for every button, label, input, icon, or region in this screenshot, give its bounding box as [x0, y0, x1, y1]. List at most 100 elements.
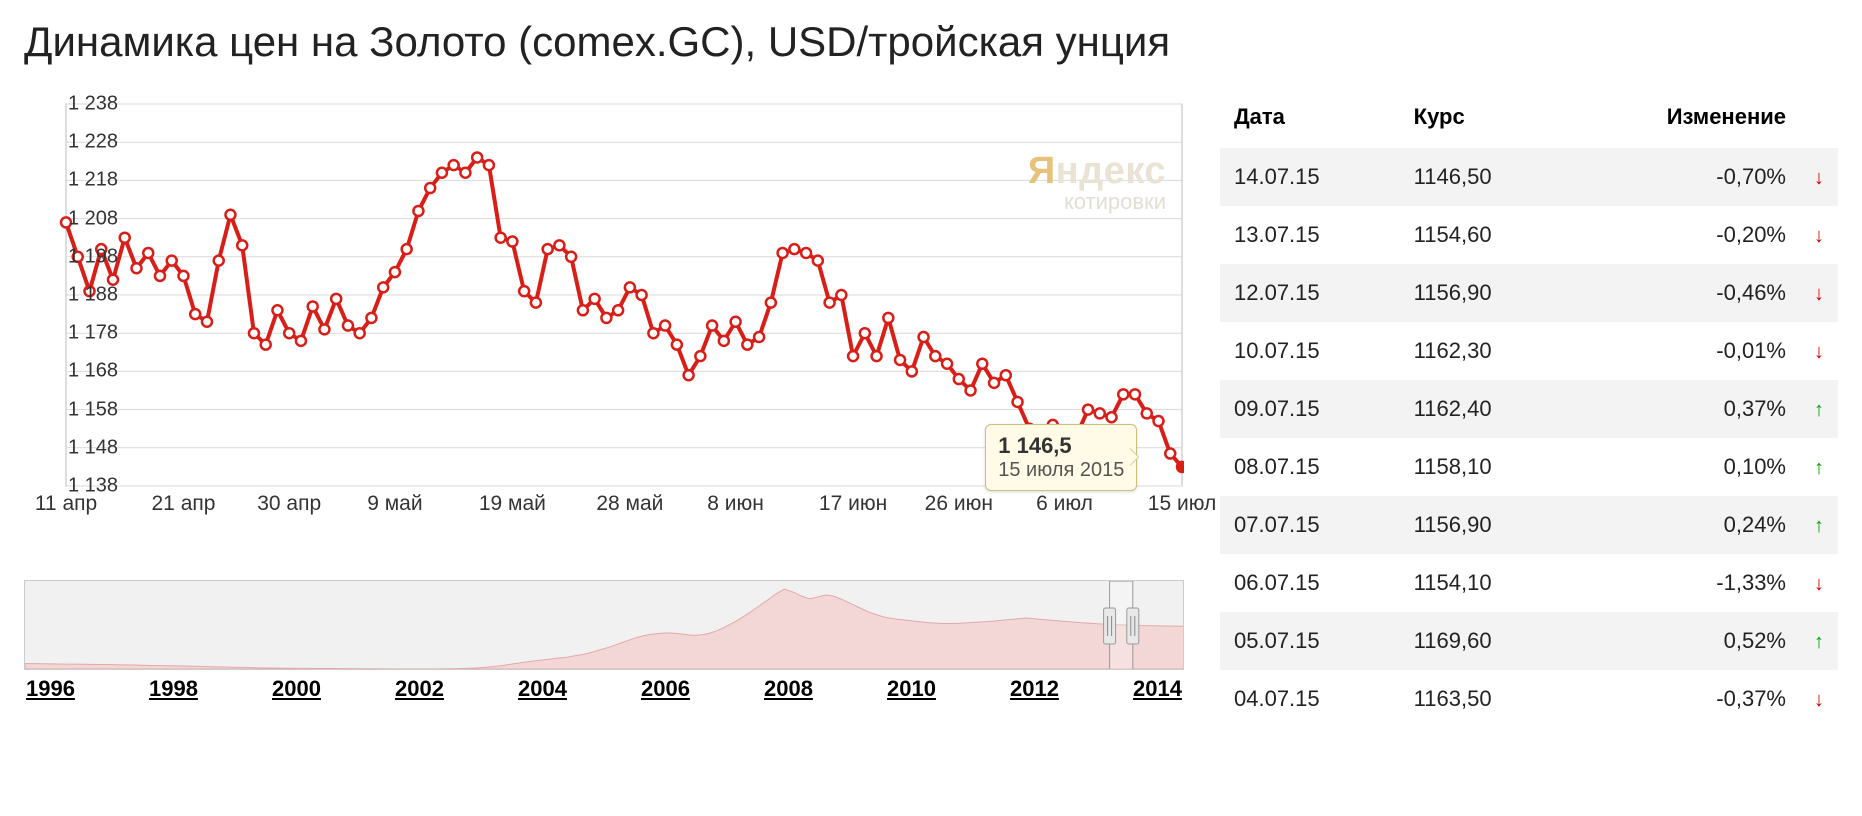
cell-date: 10.07.15: [1220, 322, 1400, 380]
cell-rate: 1169,60: [1400, 612, 1567, 670]
cell-date: 06.07.15: [1220, 554, 1400, 612]
arrow-down-icon: ↓: [1814, 283, 1824, 305]
cell-change: 0,24%: [1567, 496, 1800, 554]
year-tick[interactable]: 1996: [26, 676, 75, 702]
table-header: Дата Курс Изменение: [1220, 94, 1838, 148]
table-row[interactable]: 05.07.151169,600,52% ↑: [1220, 612, 1838, 670]
x-tick-label: 26 июн: [925, 492, 993, 558]
arrow-down-icon: ↓: [1814, 225, 1824, 247]
arrow-down-icon: ↓: [1814, 167, 1824, 189]
x-tick-label: 15 июл: [1148, 492, 1216, 558]
cell-rate: 1154,10: [1400, 554, 1567, 612]
table-row[interactable]: 07.07.151156,900,24% ↑: [1220, 496, 1838, 554]
cell-arrow: ↑: [1800, 380, 1838, 438]
cell-date: 13.07.15: [1220, 206, 1400, 264]
table-row[interactable]: 10.07.151162,30-0,01% ↓: [1220, 322, 1838, 380]
y-tick-label: 1 188: [68, 284, 118, 307]
x-tick-label: 17 июн: [819, 492, 887, 558]
cell-change: -0,46%: [1567, 264, 1800, 322]
table-row[interactable]: 14.07.151146,50-0,70%↓: [1220, 148, 1838, 206]
x-tick-label: 9 май: [367, 492, 422, 558]
cell-arrow: ↓: [1800, 264, 1838, 322]
cell-change: 0,52%: [1567, 612, 1800, 670]
table-row[interactable]: 04.07.151163,50-0,37% ↓: [1220, 670, 1838, 728]
y-tick-label: 1 148: [68, 436, 118, 459]
x-tick-label: 19 май: [479, 492, 546, 558]
year-axis: 1996 1998 2000 2002 2004 2006 2008 2010 2012 2014: [24, 676, 1184, 702]
col-arrow: [1800, 94, 1838, 148]
year-tick[interactable]: 2008: [764, 676, 813, 702]
table-row[interactable]: 09.07.151162,400,37% ↑: [1220, 380, 1838, 438]
cell-date: 12.07.15: [1220, 264, 1400, 322]
cell-rate: 1158,10: [1400, 438, 1567, 496]
arrow-up-icon: ↑: [1814, 399, 1824, 421]
y-tick-label: 1 208: [68, 207, 118, 230]
cell-change: -1,33%: [1567, 554, 1800, 612]
cell-rate: 1162,40: [1400, 380, 1567, 438]
arrow-up-icon: ↑: [1814, 631, 1824, 653]
range-selector[interactable]: [24, 580, 1184, 670]
year-tick[interactable]: 2002: [395, 676, 444, 702]
tooltip-date: 15 июля 2015: [998, 459, 1124, 481]
chart-tooltip: 1 146,515 июля 2015: [985, 424, 1137, 491]
cell-rate: 1162,30: [1400, 322, 1567, 380]
x-tick-label: 6 июл: [1036, 492, 1093, 558]
main-chart-wrap: Яндекс котировки 1 1381 1481 1581 1681 1…: [24, 94, 1184, 558]
cell-date: 07.07.15: [1220, 496, 1400, 554]
cell-change: 0,10%: [1567, 438, 1800, 496]
arrow-down-icon: ↓: [1814, 341, 1824, 363]
cell-change: -0,37%: [1567, 670, 1800, 728]
cell-change: -0,20%: [1567, 206, 1800, 264]
cell-rate: 1154,60: [1400, 206, 1567, 264]
year-tick[interactable]: 2012: [1010, 676, 1059, 702]
x-tick-label: 11 апр: [35, 492, 97, 558]
x-tick-label: 28 май: [596, 492, 663, 558]
cell-date: 14.07.15: [1220, 148, 1400, 206]
y-tick-label: 1 168: [68, 360, 118, 383]
arrow-down-icon: ↓: [1814, 689, 1824, 711]
y-tick-label: 1 178: [68, 322, 118, 345]
x-tick-label: 30 апр: [257, 492, 321, 558]
tooltip-value: 1 146,5: [998, 433, 1124, 459]
cell-arrow: ↑: [1800, 612, 1838, 670]
cell-date: 05.07.15: [1220, 612, 1400, 670]
col-rate: Курс: [1400, 94, 1567, 148]
year-tick[interactable]: 2004: [518, 676, 567, 702]
cell-arrow: ↓: [1800, 670, 1838, 728]
year-tick[interactable]: 1998: [149, 676, 198, 702]
cell-change: -0,01%: [1567, 322, 1800, 380]
arrow-down-icon: ↓: [1814, 573, 1824, 595]
cell-rate: 1163,50: [1400, 670, 1567, 728]
table-row[interactable]: 13.07.151154,60-0,20% ↓: [1220, 206, 1838, 264]
table-row[interactable]: 06.07.151154,10-1,33% ↓: [1220, 554, 1838, 612]
cell-date: 09.07.15: [1220, 380, 1400, 438]
arrow-up-icon: ↑: [1814, 515, 1824, 537]
cell-rate: 1156,90: [1400, 264, 1567, 322]
cell-arrow: ↓: [1800, 148, 1838, 206]
right-column: Дата Курс Изменение 14.07.151146,50-0,70…: [1220, 94, 1838, 728]
cell-arrow: ↓: [1800, 322, 1838, 380]
page-title: Динамика цен на Золото (comex.GC), USD/т…: [24, 18, 1838, 66]
arrow-up-icon: ↑: [1814, 457, 1824, 479]
cell-change: 0,37%: [1567, 380, 1800, 438]
cell-arrow: ↑: [1800, 496, 1838, 554]
year-tick[interactable]: 2000: [272, 676, 321, 702]
table-body: 14.07.151146,50-0,70%↓13.07.151154,60-0,…: [1220, 148, 1838, 728]
y-tick-label: 1 218: [68, 169, 118, 192]
left-column: Яндекс котировки 1 1381 1481 1581 1681 1…: [24, 94, 1184, 702]
year-tick[interactable]: 2014: [1133, 676, 1182, 702]
table-row[interactable]: 08.07.151158,100,10%↑: [1220, 438, 1838, 496]
year-tick[interactable]: 2010: [887, 676, 936, 702]
cell-rate: 1156,90: [1400, 496, 1567, 554]
y-tick-label: 1 228: [68, 131, 118, 154]
cell-arrow: ↓: [1800, 206, 1838, 264]
y-tick-label: 1 238: [68, 93, 118, 116]
price-line-chart[interactable]: Яндекс котировки 1 1381 1481 1581 1681 1…: [24, 94, 1184, 558]
content-layout: Яндекс котировки 1 1381 1481 1581 1681 1…: [24, 94, 1838, 728]
year-tick[interactable]: 2006: [641, 676, 690, 702]
col-date: Дата: [1220, 94, 1400, 148]
table-row[interactable]: 12.07.151156,90-0,46% ↓: [1220, 264, 1838, 322]
cell-change: -0,70%: [1567, 148, 1800, 206]
cell-arrow: ↓: [1800, 554, 1838, 612]
cell-date: 04.07.15: [1220, 670, 1400, 728]
